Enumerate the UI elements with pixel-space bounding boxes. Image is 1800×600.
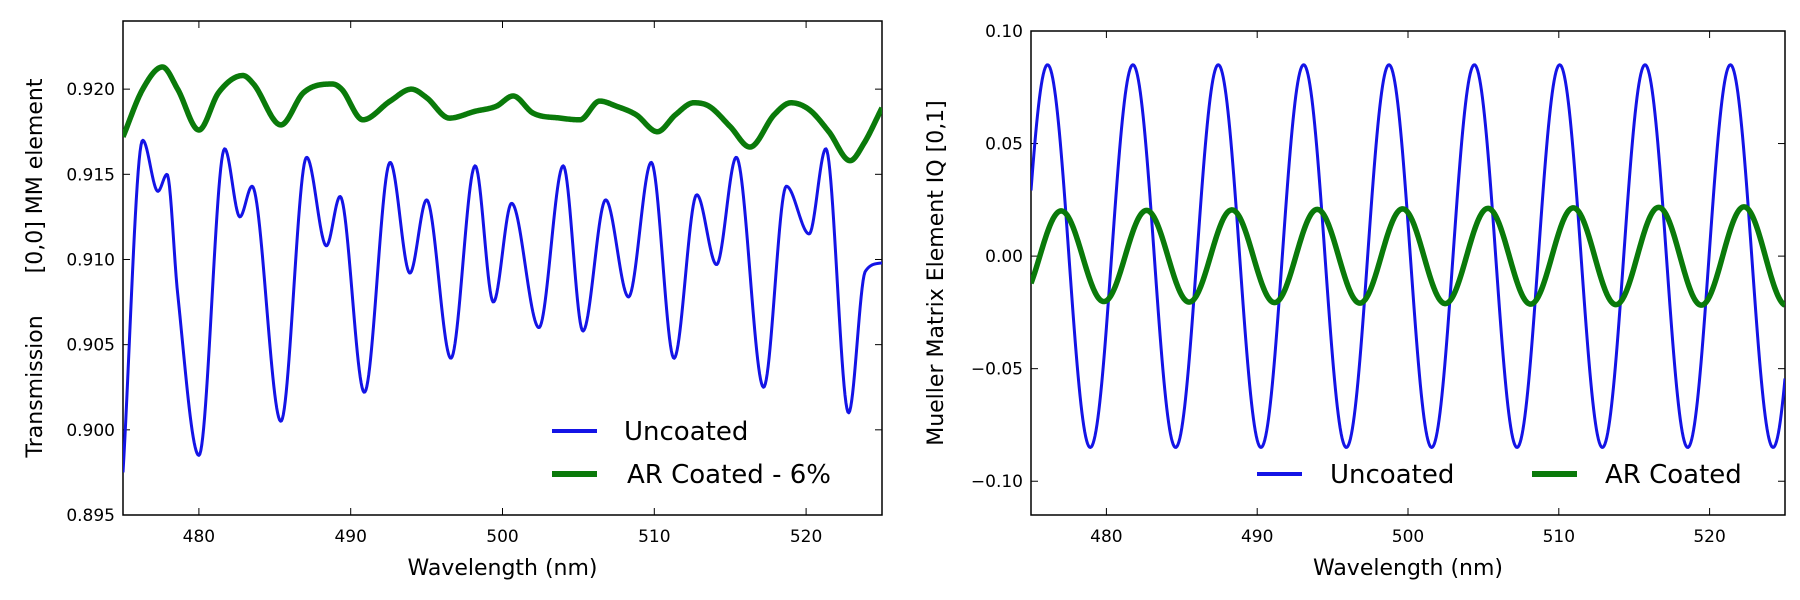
x-tick-label: 490	[334, 527, 366, 547]
right-x-axis-label: Wavelength (nm)	[1313, 556, 1503, 581]
left-series-lines	[123, 64, 882, 473]
left-axis-ticks: 480 490 500 510 520 0.895 0.900 0.905 0.910 0.915…	[66, 21, 882, 547]
y-tick-label: 0.00	[985, 247, 1023, 267]
series-line-ar-coated	[123, 64, 882, 164]
right-chart: 480 490 500 510 520 −0.10 −0.05 0.00 0.05 0.10 Wa…	[924, 22, 1786, 581]
y-tick-label: 0.905	[66, 336, 115, 356]
x-tick-label: 520	[1693, 527, 1725, 547]
y-tick-label: 0.895	[66, 506, 115, 526]
x-tick-label: 480	[1090, 527, 1122, 547]
legend-label-ar-coated: AR Coated	[1605, 460, 1742, 490]
y-tick-label: 0.915	[66, 165, 115, 185]
x-tick-label: 480	[183, 527, 215, 547]
legend-label-ar-coated: AR Coated - 6%	[627, 460, 831, 490]
x-tick-label: 500	[486, 527, 518, 547]
legend-label-uncoated: Uncoated	[1330, 460, 1454, 490]
left-chart: 480 490 500 510 520 0.895 0.900 0.905 0.910 0.915…	[23, 20, 883, 581]
y-tick-label: 0.920	[66, 80, 115, 100]
x-tick-label: 520	[790, 527, 822, 547]
left-y-axis-label: Transmission [0,0] MM element	[23, 78, 48, 458]
right-axis-ticks: 480 490 500 510 520 −0.10 −0.05 0.00 0.05 0.10	[971, 22, 1785, 547]
right-plot-frame	[1030, 30, 1786, 516]
series-line-uncoated	[1031, 63, 1785, 449]
y-tick-label: 0.05	[985, 135, 1023, 155]
y-tick-label: 0.900	[66, 421, 115, 441]
right-series-lines	[1031, 63, 1785, 449]
left-plot-frame	[122, 20, 883, 516]
left-x-axis-label: Wavelength (nm)	[407, 556, 597, 581]
y-tick-label: −0.10	[971, 472, 1023, 492]
y-tick-label: −0.05	[971, 360, 1023, 380]
right-legend: Uncoated AR Coated	[1257, 460, 1742, 490]
left-legend: Uncoated AR Coated - 6%	[552, 417, 831, 490]
x-tick-label: 500	[1392, 527, 1424, 547]
y-tick-label: 0.910	[66, 250, 115, 270]
series-line-ar-coated	[1031, 204, 1785, 308]
x-tick-label: 510	[638, 527, 670, 547]
x-tick-label: 510	[1543, 527, 1575, 547]
right-y-axis-label: Mueller Matrix Element IQ [0,1]	[924, 100, 949, 446]
x-tick-label: 490	[1241, 527, 1273, 547]
series-line-uncoated	[123, 138, 882, 473]
legend-label-uncoated: Uncoated	[624, 417, 748, 447]
y-tick-label: 0.10	[985, 22, 1023, 42]
